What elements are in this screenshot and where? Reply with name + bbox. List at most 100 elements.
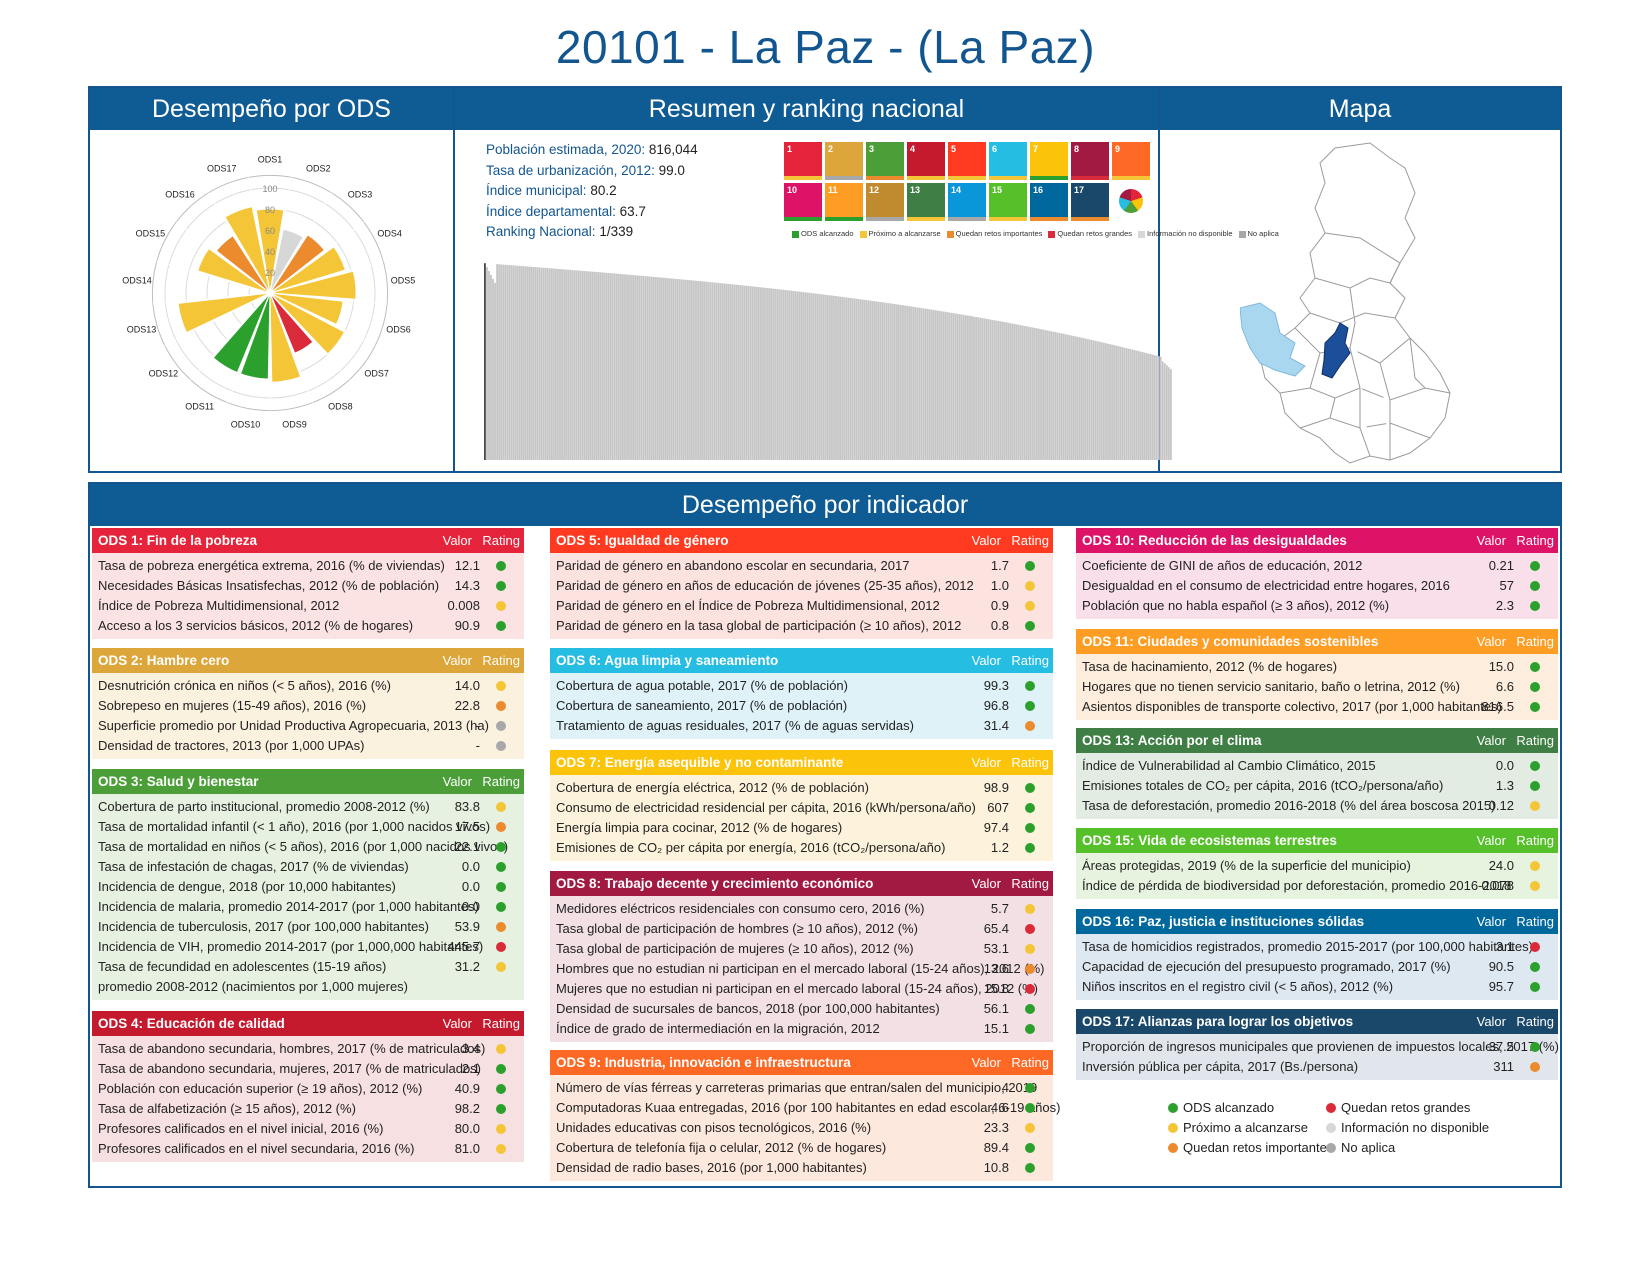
- radial-line: [156, 260, 271, 294]
- table-row: Mujeres que no estudian ni participan en…: [550, 979, 1053, 999]
- ranking-bar: [648, 276, 651, 460]
- ranking-bar: [1131, 349, 1134, 460]
- ranking-bar: [859, 299, 862, 460]
- ranking-bar: [1005, 322, 1008, 460]
- ranking-bar: [861, 299, 864, 460]
- rating-column-header: Rating: [1011, 1055, 1049, 1070]
- indicator-label: Inversión pública per cápita, 2017 (Bs./…: [1082, 1059, 1359, 1074]
- ranking-bar: [1141, 352, 1144, 460]
- table-header: ODS 5: Igualdad de género Valor Rating: [550, 528, 1053, 553]
- ranking-bar: [1031, 327, 1034, 460]
- ranking-bar: [1050, 331, 1053, 460]
- stat-value: 63.7: [619, 203, 646, 219]
- ranking-bar: [889, 303, 892, 460]
- ranking-bar: [705, 281, 708, 460]
- table-header: ODS 15: Vida de ecosistemas terrestres Va…: [1076, 828, 1558, 853]
- ranking-bar: [1092, 340, 1095, 460]
- rating-dot-green: [1025, 1143, 1035, 1153]
- ranking-bar: [735, 284, 738, 460]
- ranking-bar: [538, 267, 541, 460]
- ranking-bar: [1072, 335, 1075, 460]
- indicator-value: 17.5: [454, 819, 480, 834]
- ranking-bar: [707, 281, 710, 460]
- indicator-value: 13.6: [983, 961, 1009, 976]
- indicator-value: -: [475, 738, 480, 753]
- ranking-bar: [601, 272, 604, 460]
- ranking-bar: [741, 285, 744, 460]
- ranking-bar: [770, 288, 772, 460]
- indicator-value: 1.0: [990, 578, 1009, 593]
- ranking-bar: [520, 266, 523, 460]
- legend-label: Quedan retos importantes: [1183, 1140, 1334, 1155]
- table-body: Índice de Vulnerabilidad al Cambio Climá…: [1076, 753, 1558, 819]
- table-row: Sobrepeso en mujeres (15-49 años), 2016 …: [92, 696, 524, 716]
- rating-dot-orange: [496, 922, 506, 932]
- ranking-bar: [546, 268, 549, 460]
- ranking-bar: [603, 272, 606, 460]
- table-body: Paridad de género en abandono escolar en…: [550, 553, 1053, 639]
- table-row: Paridad de género en abandono escolar en…: [550, 556, 1053, 576]
- ranking-bar: [885, 302, 888, 460]
- rating-dot-green: [496, 1064, 506, 1074]
- indicator-label: Coeficiente de GINI de años de educación…: [1082, 558, 1363, 573]
- ranking-bar: [739, 285, 742, 460]
- ranking-bar: [997, 320, 1000, 460]
- ranking-bar: [891, 303, 894, 460]
- rating-dot-green: [1530, 982, 1540, 992]
- ranking-bar: [1165, 365, 1168, 460]
- ranking-bar: [1086, 339, 1089, 460]
- ranking-bar: [528, 266, 531, 460]
- sdg-tile-17: 17: [1071, 183, 1109, 221]
- ranking-bar: [983, 318, 986, 460]
- indicator-value: 2.3: [1495, 598, 1514, 613]
- ranking-bar: [632, 275, 634, 460]
- indicator-value: 0.0: [461, 879, 480, 894]
- table-row: Unidades educativas con pisos tecnológic…: [550, 1118, 1053, 1138]
- table-title: ODS 11: Ciudades y comunidades sostenibl…: [1082, 634, 1379, 649]
- ranking-bar: [774, 288, 777, 460]
- indicator-value: 53.9: [454, 919, 480, 934]
- table-header: ODS 1: Fin de la pobreza Valor Rating: [92, 528, 524, 553]
- ranking-bar: [743, 285, 746, 460]
- ranking-bar: [638, 275, 641, 460]
- indicator-label: Proporción de ingresos municipales que p…: [1082, 1039, 1559, 1054]
- ranking-bar: [849, 297, 852, 460]
- table-row: Tasa de abandono secundaria, mujeres, 20…: [92, 1059, 524, 1079]
- ranking-bar: [581, 270, 584, 460]
- ranking-bar: [863, 299, 866, 460]
- table-body: Cobertura de agua potable, 2017 (% de po…: [550, 673, 1053, 739]
- table-row: Tasa de pobreza energética extrema, 2016…: [92, 556, 524, 576]
- ranking-bar: [498, 264, 501, 460]
- ranking-bar: [544, 267, 547, 460]
- ranking-bar: [1003, 322, 1006, 460]
- indicator-value: -: [475, 718, 480, 733]
- table-ods2: ODS 2: Hambre cero Valor Rating Desnutrició…: [92, 648, 524, 759]
- value-column-header: Valor: [971, 533, 1001, 548]
- ranking-bar: [508, 265, 511, 460]
- ranking-bar: [753, 286, 756, 460]
- ranking-bar: [1015, 324, 1018, 460]
- ranking-bar: [684, 279, 687, 460]
- table-row: Tasa de alfabetización (≥ 15 años), 2012…: [92, 1099, 524, 1119]
- indicator-label: Cobertura de parto institucional, promed…: [98, 799, 430, 814]
- ranking-bar: [1096, 341, 1099, 460]
- table-header: ODS 3: Salud y bienestar Valor Rating: [92, 769, 524, 794]
- table-row: Tasa de homicidios registrados, promedio…: [1076, 937, 1558, 957]
- ranking-bar: [500, 264, 503, 460]
- table-row: Cobertura de parto institucional, promed…: [92, 797, 524, 817]
- rating-column-header: Rating: [1516, 533, 1554, 548]
- indicator-label: Asientos disponibles de transporte colec…: [1082, 699, 1502, 714]
- table-title: ODS 17: Alianzas para lograr los objetiv…: [1082, 1014, 1354, 1029]
- table-title: ODS 3: Salud y bienestar: [98, 774, 259, 789]
- indicator-label: Mujeres que no estudian ni participan en…: [556, 981, 1039, 996]
- indicator-label: Acceso a los 3 servicios básicos, 2012 (…: [98, 618, 414, 633]
- table-header: ODS 4: Educación de calidad Valor Rating: [92, 1011, 524, 1036]
- indicator-label: Población con educación superior (≥ 19 a…: [98, 1081, 423, 1096]
- rating-column-header: Rating: [1011, 876, 1049, 891]
- ranking-bar: [938, 310, 941, 460]
- polar-wedge-ods17: [224, 206, 271, 294]
- ranking-bar: [973, 316, 975, 460]
- ranking-bar: [749, 286, 752, 460]
- ranking-bar: [644, 276, 647, 460]
- rating-dot-green: [1530, 962, 1540, 972]
